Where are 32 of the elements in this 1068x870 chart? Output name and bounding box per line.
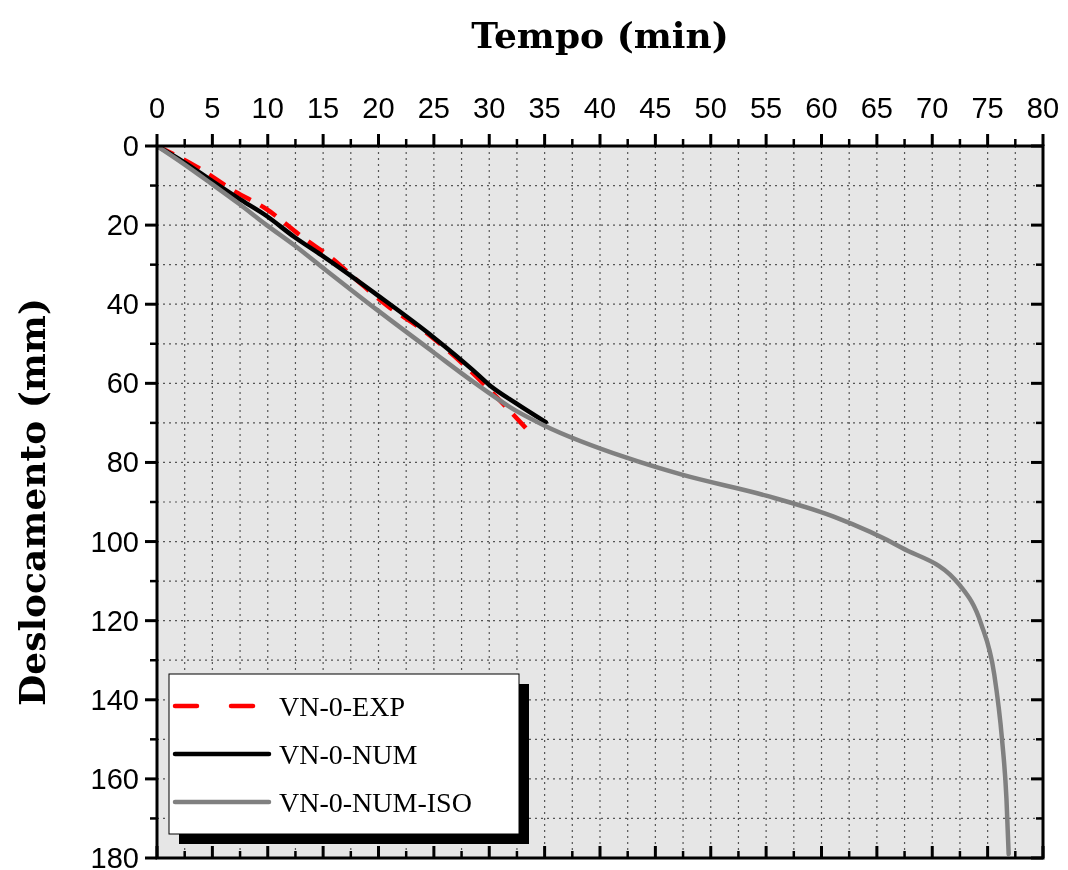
y-tick-label: 0	[122, 130, 139, 162]
x-tick-label: 45	[639, 92, 672, 124]
x-tick-label: 75	[971, 92, 1004, 124]
y-tick-label: 100	[90, 525, 139, 558]
legend-label: VN-0-EXP	[279, 691, 405, 722]
y-tick-label: 20	[106, 209, 139, 242]
x-tick-label: 40	[583, 92, 617, 124]
x-tick-label: 65	[860, 92, 894, 124]
y-tick-label: 180	[90, 842, 139, 870]
y-tick-label: 40	[106, 288, 139, 321]
x-axis-title: Tempo (min)	[471, 14, 729, 56]
x-tick-label: 0	[148, 92, 166, 124]
x-tick-label: 35	[528, 92, 561, 124]
y-tick-label: 140	[90, 683, 139, 716]
x-tick-label: 70	[916, 92, 949, 124]
x-tick-label: 50	[694, 92, 727, 124]
x-tick-label: 15	[306, 92, 340, 124]
y-tick-label: 80	[106, 446, 139, 479]
x-tick-label: 80	[1026, 92, 1060, 124]
y-tick-label: 60	[106, 367, 139, 400]
legend-label: VN-0-NUM	[279, 739, 418, 770]
x-tick-label: 20	[362, 92, 395, 124]
x-tick-label: 60	[805, 92, 838, 124]
x-tick-label: 25	[417, 92, 451, 124]
x-tick-label: 55	[749, 92, 783, 124]
x-tick-label: 30	[473, 92, 506, 124]
y-tick-label: 120	[90, 604, 139, 637]
x-tick-label: 10	[251, 92, 284, 124]
legend-label: VN-0-NUM-ISO	[279, 787, 472, 818]
y-axis-title: Deslocamento (mm)	[11, 298, 53, 706]
y-tick-label: 160	[90, 762, 139, 795]
x-tick-label: 5	[204, 92, 221, 124]
